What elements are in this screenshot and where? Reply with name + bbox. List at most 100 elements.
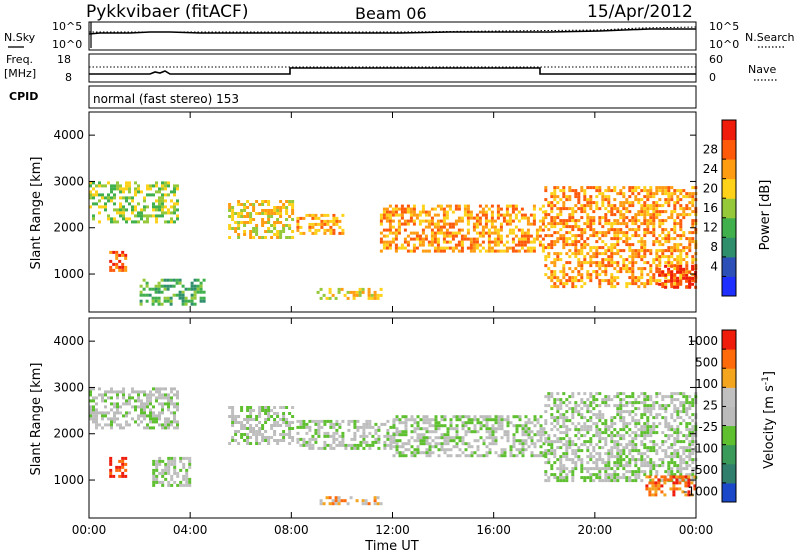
data-cell <box>619 407 623 411</box>
data-cell <box>337 499 341 503</box>
data-cell <box>258 430 262 433</box>
data-cell <box>308 446 312 450</box>
data-cell <box>511 249 515 253</box>
data-cell <box>385 228 389 232</box>
data-cell <box>645 487 649 491</box>
data-cell <box>475 222 479 226</box>
data-cell <box>196 290 200 294</box>
data-cell <box>240 209 244 212</box>
data-cell <box>104 399 107 403</box>
data-cell <box>371 434 375 438</box>
data-cell <box>574 443 578 447</box>
data-cell <box>167 459 171 463</box>
data-cell <box>529 222 533 226</box>
data-cell <box>128 184 131 188</box>
data-cell <box>691 470 695 474</box>
data-cell <box>107 199 110 203</box>
data-cell <box>646 422 650 426</box>
power-ylabel: Slant Range [km] <box>29 157 44 270</box>
data-cell <box>167 193 170 197</box>
data-cell <box>451 237 455 241</box>
data-cell <box>288 200 292 203</box>
data-cell <box>240 433 244 436</box>
data-cell <box>676 189 680 193</box>
data-cell <box>676 440 680 444</box>
data-cell <box>182 456 186 460</box>
data-cell <box>164 393 167 397</box>
data-cell <box>505 234 509 238</box>
data-cell <box>595 392 599 396</box>
data-cell <box>634 255 638 259</box>
data-cell <box>517 237 521 241</box>
data-cell <box>625 237 629 241</box>
data-cell <box>442 246 446 250</box>
data-cell <box>613 231 617 235</box>
data-cell <box>319 502 323 506</box>
data-cell <box>673 189 677 193</box>
data-cell <box>610 189 614 193</box>
data-cell <box>550 219 554 223</box>
data-cell <box>460 243 464 247</box>
data-cell <box>679 234 683 238</box>
data-cell <box>104 405 107 409</box>
data-cell <box>688 395 692 399</box>
data-cell <box>661 204 665 208</box>
data-cell <box>562 219 566 223</box>
data-cell <box>652 449 656 453</box>
data-cell <box>140 208 143 212</box>
data-cell <box>649 282 653 286</box>
data-cell <box>571 228 575 232</box>
data-cell <box>607 467 611 471</box>
freq-trace <box>89 67 696 75</box>
data-cell <box>550 243 554 247</box>
data-cell <box>188 480 192 484</box>
data-cell <box>134 420 137 424</box>
data-cell <box>655 186 659 190</box>
data-cell <box>655 216 659 220</box>
data-cell <box>580 276 584 280</box>
data-cell <box>622 261 626 265</box>
data-cell <box>193 290 197 294</box>
data-cell <box>690 493 694 497</box>
colorbar-tick-label: 16 <box>703 201 718 215</box>
data-cell <box>622 473 626 477</box>
data-cell <box>329 231 333 235</box>
data-cell <box>491 433 495 437</box>
data-cell <box>646 228 650 232</box>
data-cell <box>640 452 644 456</box>
data-cell <box>442 219 446 223</box>
data-cell <box>562 416 566 420</box>
data-cell <box>319 499 323 503</box>
data-cell <box>676 201 680 205</box>
data-cell <box>646 461 650 465</box>
data-cell <box>520 243 524 247</box>
data-cell <box>547 276 551 280</box>
data-cell <box>493 219 497 223</box>
data-cell <box>607 479 611 483</box>
data-cell <box>231 212 235 215</box>
data-cell <box>679 204 683 208</box>
data-cell <box>616 452 620 456</box>
data-cell <box>89 405 92 409</box>
data-cell <box>691 261 695 265</box>
data-cell <box>595 428 599 432</box>
data-cell <box>110 390 113 394</box>
data-cell <box>179 468 183 472</box>
data-cell <box>490 246 494 250</box>
data-cell <box>140 420 143 424</box>
data-cell <box>649 195 653 199</box>
data-cell <box>610 446 614 450</box>
data-cell <box>598 267 602 271</box>
data-cell <box>166 299 170 303</box>
data-cell <box>184 296 188 300</box>
data-cell <box>252 409 256 412</box>
data-cell <box>684 475 688 479</box>
data-cell <box>410 454 414 458</box>
data-cell <box>246 427 250 430</box>
data-cell <box>568 458 572 462</box>
data-cell <box>574 222 578 226</box>
data-cell <box>176 214 179 218</box>
data-cell <box>231 218 235 221</box>
data-cell <box>646 219 650 223</box>
